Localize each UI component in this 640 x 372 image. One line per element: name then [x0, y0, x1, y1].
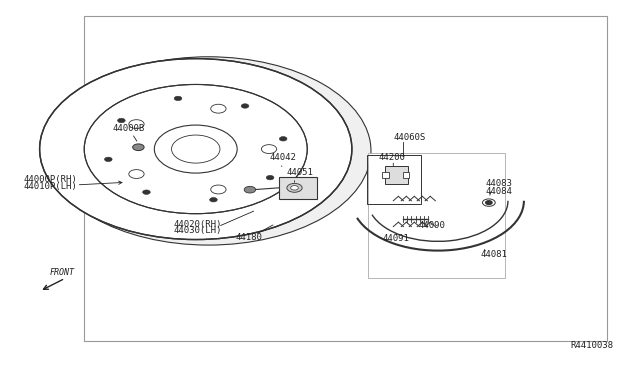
Circle shape — [104, 157, 112, 161]
Text: 44000P(RH): 44000P(RH) — [24, 174, 77, 183]
Circle shape — [483, 199, 495, 206]
Text: R4410038: R4410038 — [570, 341, 613, 350]
Text: 44091: 44091 — [383, 234, 410, 243]
Circle shape — [486, 201, 492, 205]
Circle shape — [291, 186, 298, 190]
Circle shape — [40, 59, 352, 240]
Text: 44180: 44180 — [236, 232, 263, 241]
Circle shape — [129, 170, 144, 179]
Circle shape — [174, 96, 182, 101]
Circle shape — [154, 125, 237, 173]
Text: 44042: 44042 — [269, 153, 296, 162]
Polygon shape — [278, 177, 317, 199]
Circle shape — [132, 144, 144, 151]
Text: 44083: 44083 — [486, 179, 513, 188]
Text: 44051: 44051 — [287, 168, 314, 177]
Bar — [383, 172, 389, 178]
Text: 44010P(LH): 44010P(LH) — [24, 182, 77, 190]
FancyBboxPatch shape — [368, 153, 505, 278]
Circle shape — [118, 118, 125, 123]
Circle shape — [210, 198, 218, 202]
Circle shape — [244, 186, 255, 193]
FancyBboxPatch shape — [84, 16, 607, 341]
Bar — [385, 166, 408, 184]
Circle shape — [279, 137, 287, 141]
Text: 44000B: 44000B — [113, 124, 145, 132]
Text: 44200: 44200 — [379, 153, 406, 162]
Circle shape — [46, 57, 371, 245]
Text: 44084: 44084 — [486, 187, 513, 196]
Circle shape — [211, 185, 226, 194]
Text: 44030(LH): 44030(LH) — [173, 226, 222, 235]
Text: 44081: 44081 — [481, 250, 508, 259]
Text: 44020(RH): 44020(RH) — [173, 219, 222, 229]
Text: FRONT: FRONT — [49, 268, 74, 278]
Circle shape — [84, 84, 307, 214]
Circle shape — [143, 190, 150, 195]
Circle shape — [266, 176, 274, 180]
Circle shape — [211, 104, 226, 113]
Circle shape — [241, 104, 249, 108]
Circle shape — [172, 135, 220, 163]
Bar — [403, 172, 409, 178]
Circle shape — [129, 120, 144, 129]
Text: 44090: 44090 — [419, 221, 445, 231]
Circle shape — [261, 145, 276, 154]
Text: 44060S: 44060S — [394, 133, 426, 142]
Circle shape — [287, 183, 302, 192]
